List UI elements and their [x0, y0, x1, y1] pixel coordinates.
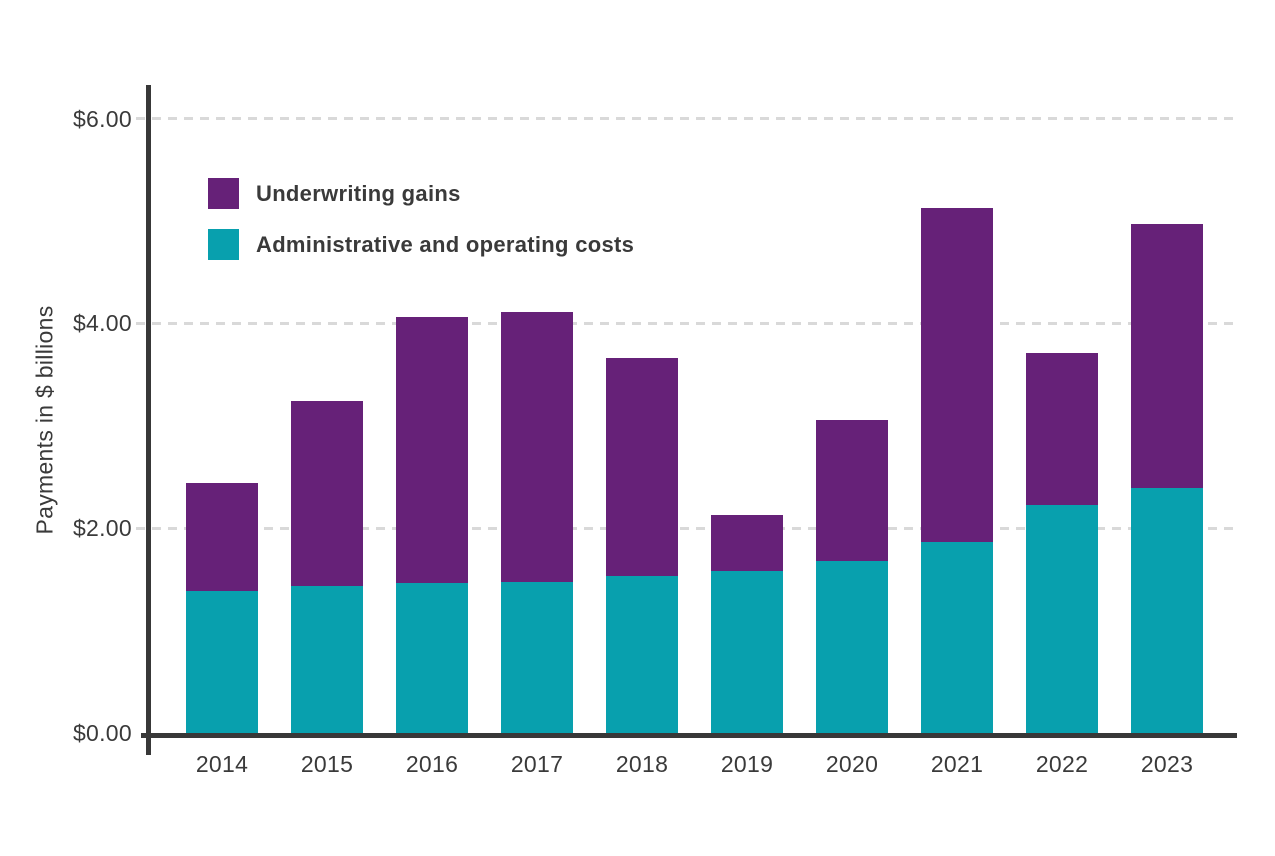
x-tick-label-2023: 2023 — [1140, 751, 1194, 777]
x-tick-label-2022: 2022 — [1035, 751, 1089, 777]
y-tick-label-$4.00: $4.00 — [72, 310, 132, 337]
x-tick-label-2019: 2019 — [720, 751, 774, 777]
legend-label-admin: Administrative and operating costs — [256, 231, 635, 257]
bar-segment-underwriting-gains-2022 — [1026, 353, 1098, 505]
bar-segment-admin-costs-2017 — [501, 582, 573, 733]
legend-swatch-underwriting-icon — [208, 178, 239, 209]
bar-segment-underwriting-gains-2014 — [186, 483, 258, 591]
x-tick-label-2020: 2020 — [825, 751, 879, 777]
legend-item-underwriting-gains: Underwriting gains — [208, 178, 634, 209]
legend: Underwriting gains Administrative and op… — [208, 178, 634, 280]
legend-swatch-admin-icon — [208, 229, 239, 260]
bar-segment-underwriting-gains-2016 — [396, 317, 468, 584]
bar-segment-underwriting-gains-2023 — [1131, 224, 1203, 489]
bar-segment-admin-costs-2021 — [921, 541, 993, 733]
bar-segment-admin-costs-2020 — [816, 560, 888, 733]
bar-segment-admin-costs-2022 — [1026, 504, 1098, 733]
x-axis-line — [141, 733, 1237, 738]
bar-segment-underwriting-gains-2020 — [816, 419, 888, 561]
legend-item-admin-costs: Administrative and operating costs — [208, 229, 634, 260]
bar-segment-underwriting-gains-2019 — [711, 514, 783, 572]
bar-segment-admin-costs-2015 — [291, 585, 363, 733]
legend-label-underwriting: Underwriting gains — [256, 180, 461, 206]
x-tick-label-2017: 2017 — [510, 751, 564, 777]
x-tick-label-2018: 2018 — [615, 751, 669, 777]
x-tick-label-2016: 2016 — [405, 751, 459, 777]
bar-segment-underwriting-gains-2021 — [921, 207, 993, 542]
bar-segment-admin-costs-2016 — [396, 583, 468, 733]
gridline-$4.00 — [136, 321, 1240, 325]
bar-segment-admin-costs-2019 — [711, 571, 783, 733]
x-tick-label-2014: 2014 — [195, 751, 249, 777]
bar-segment-underwriting-gains-2018 — [606, 358, 678, 577]
y-tick-label-$0.00: $0.00 — [72, 720, 132, 746]
y-tick-label-$2.00: $2.00 — [72, 515, 132, 542]
bar-segment-admin-costs-2014 — [186, 590, 258, 733]
bar-segment-underwriting-gains-2015 — [291, 401, 363, 586]
x-tick-label-2015: 2015 — [300, 751, 354, 777]
y-axis-line — [146, 85, 151, 755]
gridline-$6.00 — [136, 117, 1240, 121]
bar-segment-underwriting-gains-2017 — [501, 312, 573, 583]
bar-segment-admin-costs-2018 — [606, 576, 678, 733]
y-tick-label-$6.00: $6.00 — [72, 105, 132, 132]
x-tick-label-2021: 2021 — [930, 751, 984, 777]
gridline-$2.00 — [136, 526, 1240, 530]
bar-segment-admin-costs-2023 — [1131, 488, 1203, 733]
